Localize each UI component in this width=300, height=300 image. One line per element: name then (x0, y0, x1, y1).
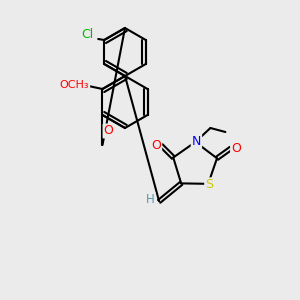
Text: H: H (146, 193, 154, 206)
Text: OCH₃: OCH₃ (60, 80, 89, 90)
Text: O: O (231, 142, 241, 155)
Text: O: O (103, 124, 113, 137)
Text: S: S (205, 178, 213, 191)
Text: O: O (151, 139, 161, 152)
Text: Cl: Cl (81, 28, 93, 40)
Text: N: N (192, 134, 201, 148)
